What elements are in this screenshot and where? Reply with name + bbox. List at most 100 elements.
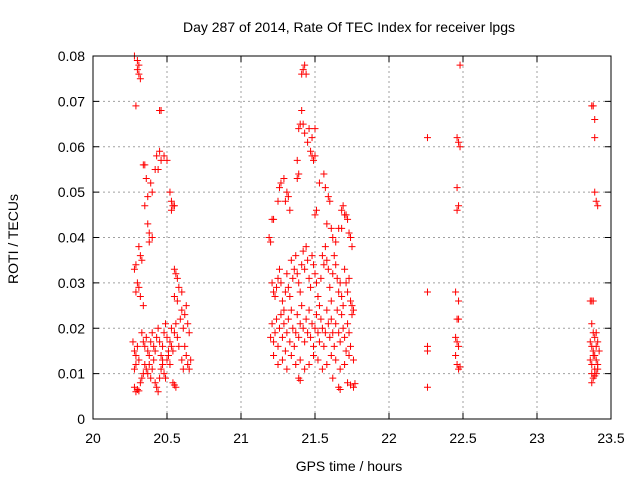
data-point-marker — [166, 361, 174, 369]
data-point-marker — [311, 324, 319, 332]
data-point-marker — [456, 363, 464, 371]
data-point-marker — [166, 188, 174, 196]
data-point-marker — [311, 270, 319, 278]
data-point-marker — [317, 315, 325, 323]
data-point-marker — [326, 333, 334, 341]
data-point-marker — [327, 351, 335, 359]
data-point-marker — [151, 347, 159, 355]
axis-ticks: 0 0.01 0.02 0.03 0.04 0.05 0.06 0.07 0.08 20 20.5 2… — [58, 48, 625, 446]
data-point-marker — [592, 329, 600, 337]
data-point-marker — [144, 220, 152, 228]
data-point-marker — [329, 374, 337, 382]
data-point-marker — [141, 161, 149, 169]
data-point-marker — [156, 147, 164, 155]
data-point-marker — [310, 261, 318, 269]
data-point-marker — [145, 351, 153, 359]
data-point-marker — [348, 311, 356, 319]
data-point-marker — [290, 342, 298, 350]
data-point-marker — [327, 315, 335, 323]
data-point-marker — [179, 365, 187, 373]
data-point-marker — [277, 179, 285, 187]
data-point-marker — [179, 324, 187, 332]
data-point-marker — [335, 329, 343, 337]
data-point-marker — [287, 256, 295, 264]
data-point-marker — [178, 306, 186, 314]
data-point-marker — [456, 61, 464, 69]
data-point-marker — [348, 243, 356, 251]
data-point-marker — [453, 134, 461, 142]
chart-title: Day 287 of 2014, Rate Of TEC Index for r… — [183, 19, 515, 35]
data-point-marker — [173, 333, 181, 341]
data-point-marker — [320, 342, 328, 350]
data-point-marker — [148, 188, 156, 196]
data-point-marker — [156, 338, 164, 346]
data-point-marker — [594, 338, 602, 346]
data-point-marker — [588, 361, 596, 369]
data-point-marker — [287, 306, 295, 314]
data-point-marker — [295, 279, 303, 287]
data-point-marker — [162, 374, 170, 382]
data-point-marker — [455, 315, 463, 323]
data-point-marker — [185, 329, 193, 337]
data-point-marker — [591, 188, 599, 196]
data-point-marker — [320, 261, 328, 269]
data-point-marker — [315, 338, 323, 346]
data-point-marker — [135, 243, 143, 251]
data-point-marker — [172, 320, 180, 328]
data-point-marker — [323, 306, 331, 314]
y-tick-label: 0.08 — [58, 48, 85, 64]
x-tick-label: 22.5 — [449, 430, 476, 446]
data-point-marker — [591, 116, 599, 124]
data-point-marker — [293, 270, 301, 278]
data-point-marker — [167, 324, 175, 332]
data-point-marker — [275, 184, 283, 192]
data-point-marker — [175, 342, 183, 350]
data-point-marker — [284, 283, 292, 291]
data-point-marker — [326, 283, 334, 291]
data-point-marker — [181, 311, 189, 319]
data-point-marker — [132, 288, 140, 296]
data-point-marker — [283, 365, 291, 373]
y-tick-label: 0.04 — [58, 230, 85, 246]
data-point-marker — [292, 329, 300, 337]
data-point-marker — [330, 252, 338, 260]
data-point-marker — [595, 347, 603, 355]
data-point-marker — [305, 274, 313, 282]
data-point-marker — [327, 297, 335, 305]
data-point-marker — [591, 333, 599, 341]
data-point-marker — [301, 129, 309, 137]
data-point-marker — [144, 193, 152, 201]
data-point-marker — [167, 197, 175, 205]
data-point-marker — [307, 147, 315, 155]
data-point-marker — [287, 351, 295, 359]
data-point-marker — [132, 361, 140, 369]
data-point-marker — [586, 338, 594, 346]
data-point-marker — [311, 152, 319, 160]
data-point-marker — [453, 338, 461, 346]
data-point-marker — [135, 387, 143, 395]
data-point-marker — [339, 202, 347, 210]
data-point-marker — [129, 338, 137, 346]
data-point-marker — [132, 102, 140, 110]
data-point-marker — [338, 206, 346, 214]
data-point-marker — [336, 338, 344, 346]
data-point-marker — [345, 229, 353, 237]
data-point-marker — [182, 351, 190, 359]
data-point-marker — [308, 252, 316, 260]
data-point-marker — [151, 165, 159, 173]
data-point-marker — [423, 383, 431, 391]
data-point-marker — [344, 288, 352, 296]
data-point-marker — [295, 170, 303, 178]
data-point-marker — [301, 338, 309, 346]
data-point-marker — [299, 247, 307, 255]
data-point-marker — [344, 320, 352, 328]
data-point-marker — [286, 338, 294, 346]
data-point-marker — [159, 342, 167, 350]
data-point-marker — [589, 351, 597, 359]
data-point-marker — [342, 279, 350, 287]
data-point-marker — [310, 342, 318, 350]
data-point-marker — [455, 297, 463, 305]
data-point-marker — [332, 320, 340, 328]
y-tick-label: 0.01 — [58, 366, 85, 382]
data-point-marker — [142, 333, 150, 341]
